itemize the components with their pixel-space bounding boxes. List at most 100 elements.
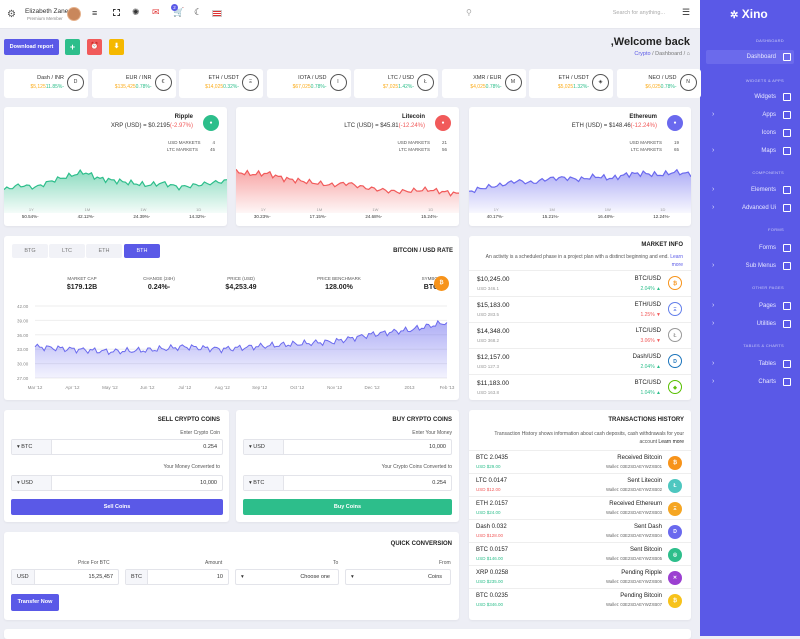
sell-coin-field[interactable]: ▾ BTC 0.254 [11,439,223,455]
sell-coins-button[interactable]: Sell Coins [11,499,223,515]
sidebar-item-utilities[interactable]: › Utilities [706,317,794,331]
buy-coin-field[interactable]: ▾ BTC 0.254 [243,475,452,491]
moon-icon[interactable]: ☾ [194,7,203,17]
tx-row[interactable]: Dash 0.032 USD $128.00 Sent Dash Wallet: 03… [469,521,691,543]
sidebar-item-tables[interactable]: › Tables [706,357,794,371]
coin-pair: XRP (USD) = $0.2195(-2.97%) [111,123,193,129]
tx-row[interactable]: LTC 0.0147 USD $12.00 Sent Litecoin Wallet:… [469,475,691,497]
breadcrumb-dashboard[interactable]: Dashboard [655,51,683,57]
options-icon[interactable]: ☰ [682,7,691,17]
breadcrumb-crypto[interactable]: Crypto [634,51,651,57]
sidebar-item-label: Apps [762,112,776,118]
sell-coin-value[interactable]: 0.254 [203,444,217,450]
market-row[interactable]: $10,245.00 USD 346.1 BTC/USD 2.04% ▲ ₿ [469,272,691,296]
sidebar-item-charts[interactable]: › Charts [706,375,794,389]
buy-coins-button[interactable]: Buy Coins [243,499,452,515]
market-learn-link[interactable]: Learn more [670,254,683,268]
ticker-card[interactable]: IOTA / USD $67,0250.78%- I [266,69,351,98]
tx-label: Received Bitcoin [617,455,662,461]
mail-icon[interactable]: ✉ [152,7,160,17]
quick-amount-currency[interactable]: BTC [126,570,148,584]
ticker-card[interactable]: EUR / INR $135,4250.78%- € [91,69,176,98]
market-row[interactable]: $12,157.00 USD 127.3 Dash/USD 2.04% ▲ D [469,350,691,374]
fullscreen-icon[interactable] [113,9,120,16]
coin-pair-text: XRP (USD) = $0.2195 [110,123,170,129]
sidebar-item-maps[interactable]: › Maps [706,144,794,158]
market-row[interactable]: $11,183.00 USD 163.8 BTC/USD 1.04% ▲ ◈ [469,376,691,400]
tab-btg[interactable]: BTG [12,244,48,258]
flag-icon[interactable] [212,10,222,17]
sidebar-item-advanced-ui[interactable]: › Advanced Ui [706,201,794,215]
tx-row[interactable]: BTC 2.0435 USD $29.00 Received Bitcoin Wall… [469,452,691,474]
sidebar-item-forms[interactable]: Forms [706,241,794,255]
search-input[interactable]: ⚲ Search for anything... [460,5,670,23]
save-button[interactable]: ⬇ [109,39,124,55]
sidebar-item-apps[interactable]: › Apps [706,108,794,122]
buy-money-select[interactable]: ▾ USD [244,440,284,454]
quick-price-value[interactable]: 15,25,457 [88,574,113,580]
market-row[interactable]: $14,348.00 USD 368.2 LTC/USD 3.06% ▼ Ł [469,324,691,348]
market-row[interactable]: $15,183.00 USD 283.5 ETH/USD 1.25% ▼ Ξ [469,298,691,322]
quick-price-field[interactable]: USD 15,25,457 [11,569,119,585]
home-icon[interactable]: ⌂ [686,51,690,57]
sidebar-item-dashboard[interactable]: Dashboard [706,50,794,64]
transfer-now-button[interactable]: Transfer Now [11,594,59,611]
tx-row[interactable]: BTC 0.0157 USD $146.00 Sent Bitcoin Wallet:… [469,544,691,566]
sidebar-item-sub-menus[interactable]: › Sub Menus [706,259,794,273]
ticker-card[interactable]: LTC / USD $7,0251.42%- Ł [354,69,438,98]
quick-amount-field[interactable]: BTC 10 [125,569,229,585]
ticker-card[interactable]: XMR / EUR $4,0250.78%- M [441,69,526,98]
buy-money-field[interactable]: ▾ USD 10,000 [243,439,452,455]
sparkline-area [236,169,459,213]
sell-money-value[interactable]: 10,000 [200,480,217,486]
tx-row[interactable]: XRP 0.0258 USD $235.00 Pending Ripple Walle… [469,567,691,589]
sidebar-item-elements[interactable]: › Elements [706,183,794,197]
y-tick-label: 33.00 [17,347,29,352]
ticker-price-value: $5,025 [557,84,574,90]
ltc-markets-value: 45 [209,147,215,152]
cart-icon[interactable]: 🛒 [173,7,185,17]
add-button[interactable]: + [65,39,80,55]
quick-price-currency[interactable]: USD [12,570,35,584]
tx-learn-link[interactable]: Learn more [658,439,684,445]
tab-eth[interactable]: ETH [86,244,122,258]
quick-to-value: Choose one [300,574,330,580]
quick-amount-value[interactable]: 10 [216,574,223,580]
coin-change: (-12.24%) [398,123,425,129]
sell-money-select[interactable]: ▾ USD [12,476,52,490]
sell-money-field[interactable]: ▾ USD 10,000 [11,475,223,491]
buy-coin-value[interactable]: 0.254 [432,480,446,486]
ticker-card[interactable]: Dash / INR $5,12511.85%- D [4,69,88,98]
quick-from-select[interactable]: ▾ Coins [345,569,451,585]
period-label: 1M [549,207,555,212]
gear-icon[interactable]: ⚙ [7,9,16,20]
tab-bth[interactable]: BTH [124,244,160,258]
sidebar-item-widgets[interactable]: Widgets [706,90,794,104]
market-pair: BTC/USD [634,380,661,386]
tx-row[interactable]: BTC 0.0235 USD $346.00 Pending Bitcoin Wall… [469,590,691,612]
buy-coin-select[interactable]: ▾ BTC [244,476,284,490]
download-report-button[interactable]: Download report [4,39,59,55]
ticker-card[interactable]: ETH / USDT $5,0251.32%- ◈ [529,69,613,98]
sell-coin-select[interactable]: ▾ BTC [12,440,52,454]
sidebar-item-icons[interactable]: Icons [706,126,794,140]
buy-label2: Your Crypto Coins Converted to [381,464,452,470]
divider [469,496,691,497]
avatar[interactable] [67,7,81,21]
market-change: 3.06% ▼ [640,338,661,344]
settings-icon[interactable]: ✺ [132,7,140,17]
tx-row[interactable]: ETH 2.0157 USD $24.00 Received Ethereum Wal… [469,498,691,520]
buy-money-value[interactable]: 10,000 [429,444,446,450]
quick-to-select[interactable]: ▾ Choose one [235,569,339,585]
ticker-card[interactable]: NEO / USD $6,0250.78%- N [616,69,701,98]
alarm-button[interactable]: ⏰ [87,39,102,55]
period-label: 1M [316,207,323,212]
ticker-change: 1.42%- [398,84,414,90]
sell-title: SELL CRYPTO COINS [157,417,220,423]
market-price: $15,183.00 [477,302,510,309]
sidebar-item-pages[interactable]: › Pages [706,299,794,313]
menu-toggle-icon[interactable]: ≡ [92,8,98,18]
period-value: 50.54%- [21,214,39,219]
tab-ltc[interactable]: LTC [49,244,85,258]
ticker-card[interactable]: ETH / USDT $14,0250.32%- Ξ [179,69,263,98]
